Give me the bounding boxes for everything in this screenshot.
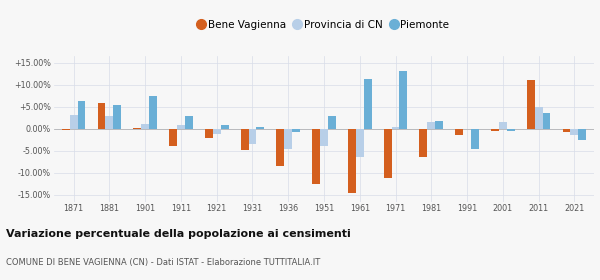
- Bar: [499, 122, 507, 129]
- Bar: [419, 129, 427, 157]
- Bar: [563, 129, 571, 132]
- Legend: Bene Vagienna, Provincia di CN, Piemonte: Bene Vagienna, Provincia di CN, Piemonte: [197, 18, 451, 32]
- Bar: [427, 122, 435, 129]
- Bar: [535, 107, 542, 129]
- Bar: [169, 129, 177, 146]
- Bar: [455, 129, 463, 136]
- Bar: [177, 125, 185, 129]
- Bar: [392, 127, 400, 129]
- Bar: [241, 129, 248, 150]
- Bar: [106, 116, 113, 129]
- Bar: [542, 113, 550, 129]
- Bar: [571, 129, 578, 136]
- Bar: [507, 129, 515, 131]
- Bar: [578, 129, 586, 140]
- Bar: [435, 121, 443, 129]
- Bar: [98, 103, 106, 129]
- Bar: [312, 129, 320, 184]
- Bar: [133, 128, 141, 129]
- Bar: [277, 129, 284, 166]
- Bar: [491, 129, 499, 131]
- Bar: [248, 129, 256, 144]
- Bar: [400, 71, 407, 129]
- Bar: [527, 80, 535, 129]
- Bar: [141, 124, 149, 129]
- Bar: [292, 129, 300, 132]
- Bar: [113, 104, 121, 129]
- Bar: [62, 129, 70, 130]
- Bar: [356, 129, 364, 157]
- Bar: [221, 125, 229, 129]
- Text: COMUNE DI BENE VAGIENNA (CN) - Dati ISTAT - Elaborazione TUTTITALIA.IT: COMUNE DI BENE VAGIENNA (CN) - Dati ISTA…: [6, 258, 320, 267]
- Bar: [70, 115, 77, 129]
- Bar: [149, 96, 157, 129]
- Bar: [348, 129, 356, 193]
- Bar: [205, 129, 213, 138]
- Bar: [364, 80, 371, 129]
- Bar: [77, 101, 85, 129]
- Text: Variazione percentuale della popolazione ai censimenti: Variazione percentuale della popolazione…: [6, 228, 351, 239]
- Bar: [320, 129, 328, 146]
- Bar: [328, 116, 336, 129]
- Bar: [471, 129, 479, 149]
- Bar: [284, 129, 292, 149]
- Bar: [213, 129, 221, 134]
- Bar: [384, 129, 392, 178]
- Bar: [256, 127, 264, 129]
- Bar: [185, 116, 193, 129]
